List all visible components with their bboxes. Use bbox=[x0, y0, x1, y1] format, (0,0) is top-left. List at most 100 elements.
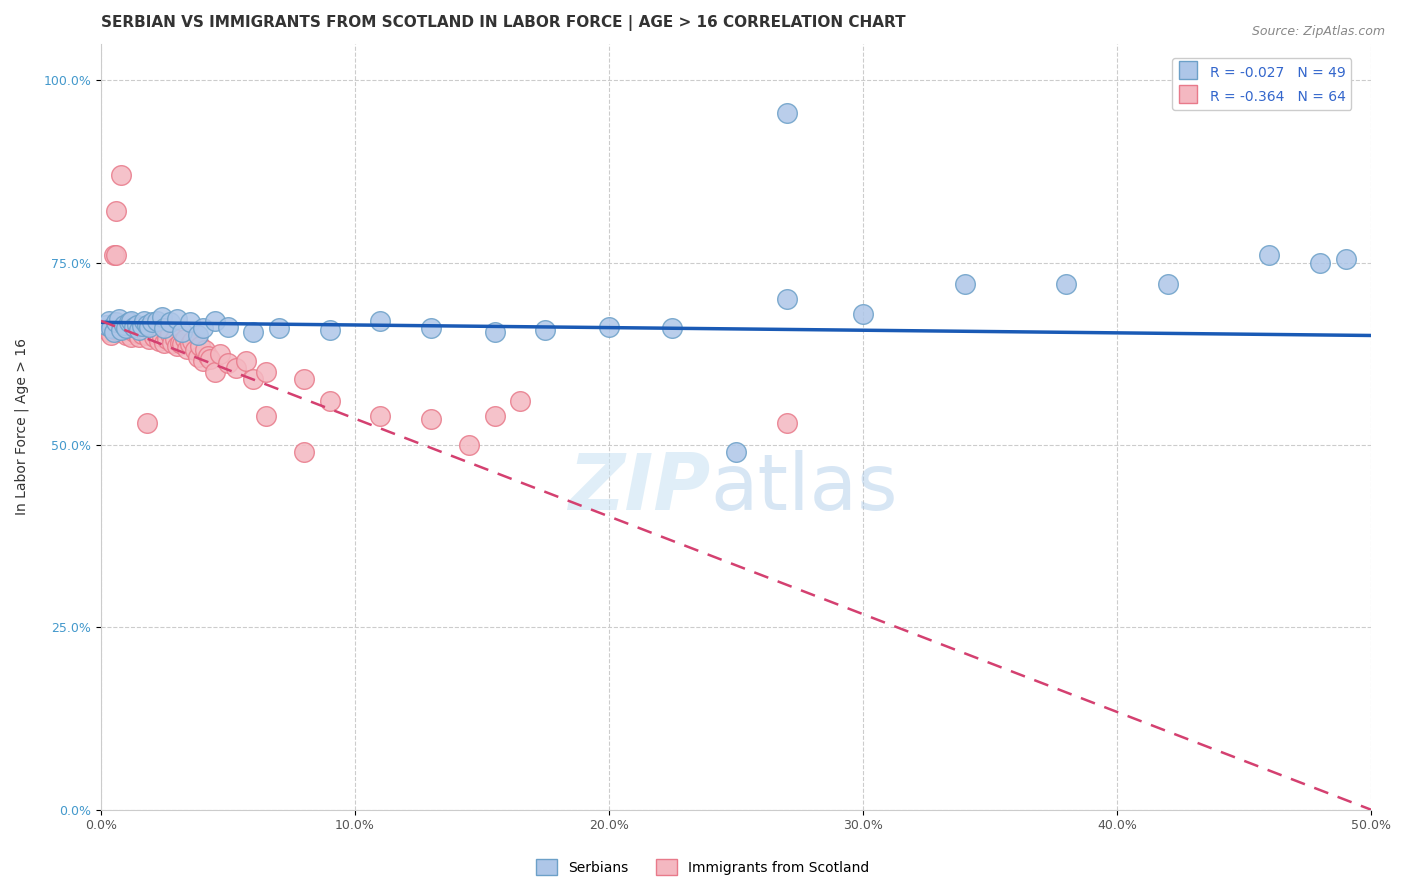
Point bbox=[135, 416, 157, 430]
Point bbox=[420, 321, 443, 335]
Point bbox=[194, 343, 217, 357]
Point bbox=[776, 292, 799, 306]
Point bbox=[121, 314, 143, 328]
Point bbox=[160, 335, 183, 350]
Point bbox=[97, 325, 120, 339]
Point bbox=[200, 351, 222, 366]
Point bbox=[143, 330, 166, 344]
Point bbox=[370, 314, 392, 328]
Point bbox=[128, 323, 150, 337]
Point bbox=[509, 394, 531, 409]
Point bbox=[146, 328, 169, 343]
Point bbox=[420, 412, 443, 426]
Point bbox=[141, 325, 163, 339]
Point bbox=[292, 372, 315, 386]
Point bbox=[131, 326, 153, 341]
Point bbox=[176, 342, 198, 356]
Point bbox=[153, 321, 176, 335]
Text: ZIP: ZIP bbox=[568, 450, 710, 526]
Point bbox=[184, 343, 207, 357]
Point bbox=[169, 335, 191, 350]
Point bbox=[110, 325, 132, 339]
Point bbox=[292, 445, 315, 459]
Text: atlas: atlas bbox=[710, 450, 898, 526]
Point bbox=[484, 409, 506, 423]
Point bbox=[122, 325, 145, 339]
Point bbox=[179, 337, 201, 351]
Point bbox=[172, 337, 194, 351]
Point bbox=[318, 394, 340, 409]
Point bbox=[1334, 252, 1357, 266]
Point bbox=[150, 310, 173, 325]
Point bbox=[173, 332, 195, 346]
Point bbox=[172, 325, 194, 339]
Point bbox=[267, 321, 290, 335]
Point bbox=[204, 365, 226, 379]
Point bbox=[100, 328, 122, 343]
Point bbox=[110, 323, 132, 337]
Point bbox=[105, 204, 128, 219]
Point bbox=[138, 319, 160, 334]
Point bbox=[458, 438, 481, 452]
Point bbox=[852, 307, 875, 321]
Point bbox=[100, 321, 122, 335]
Point bbox=[159, 315, 181, 329]
Point bbox=[181, 334, 204, 349]
Point bbox=[163, 332, 186, 346]
Point bbox=[112, 323, 135, 337]
Point bbox=[125, 326, 148, 341]
Point bbox=[121, 330, 143, 344]
Legend: Serbians, Immigrants from Scotland: Serbians, Immigrants from Scotland bbox=[531, 854, 875, 880]
Point bbox=[776, 106, 799, 120]
Text: SERBIAN VS IMMIGRANTS FROM SCOTLAND IN LABOR FORCE | AGE > 16 CORRELATION CHART: SERBIAN VS IMMIGRANTS FROM SCOTLAND IN L… bbox=[101, 15, 905, 31]
Point bbox=[134, 323, 156, 337]
Point bbox=[318, 323, 340, 337]
Point bbox=[1054, 277, 1077, 292]
Point bbox=[776, 416, 799, 430]
Point bbox=[135, 328, 157, 343]
Point bbox=[97, 314, 120, 328]
Point bbox=[179, 315, 201, 329]
Point bbox=[105, 315, 128, 329]
Point bbox=[209, 347, 232, 361]
Point bbox=[1157, 277, 1180, 292]
Point bbox=[191, 354, 214, 368]
Point bbox=[186, 351, 208, 365]
Point bbox=[134, 314, 156, 328]
Point bbox=[484, 325, 506, 339]
Point bbox=[138, 332, 160, 346]
Point bbox=[112, 318, 135, 332]
Point bbox=[105, 248, 128, 262]
Point bbox=[135, 318, 157, 332]
Point bbox=[242, 325, 264, 339]
Point bbox=[370, 409, 392, 423]
Point bbox=[166, 312, 188, 326]
Point bbox=[204, 314, 226, 328]
Point bbox=[125, 318, 148, 332]
Point bbox=[103, 325, 125, 339]
Point bbox=[188, 339, 211, 353]
Point bbox=[118, 321, 141, 335]
Point bbox=[128, 330, 150, 344]
Point bbox=[661, 321, 683, 335]
Point bbox=[131, 318, 153, 333]
Point bbox=[94, 318, 117, 332]
Point bbox=[103, 318, 125, 332]
Point bbox=[1309, 255, 1331, 269]
Point bbox=[156, 332, 179, 346]
Point bbox=[94, 321, 117, 335]
Point bbox=[122, 319, 145, 334]
Point bbox=[197, 349, 219, 363]
Point bbox=[953, 277, 976, 292]
Point bbox=[217, 356, 239, 370]
Point bbox=[254, 409, 277, 423]
Point bbox=[141, 315, 163, 329]
Point bbox=[105, 323, 128, 337]
Text: Source: ZipAtlas.com: Source: ZipAtlas.com bbox=[1251, 25, 1385, 38]
Point bbox=[153, 335, 176, 350]
Point bbox=[186, 328, 208, 343]
Point bbox=[235, 354, 257, 368]
Point bbox=[115, 328, 138, 343]
Legend: R = -0.027   N = 49, R = -0.364   N = 64: R = -0.027 N = 49, R = -0.364 N = 64 bbox=[1173, 58, 1351, 111]
Point bbox=[115, 321, 138, 335]
